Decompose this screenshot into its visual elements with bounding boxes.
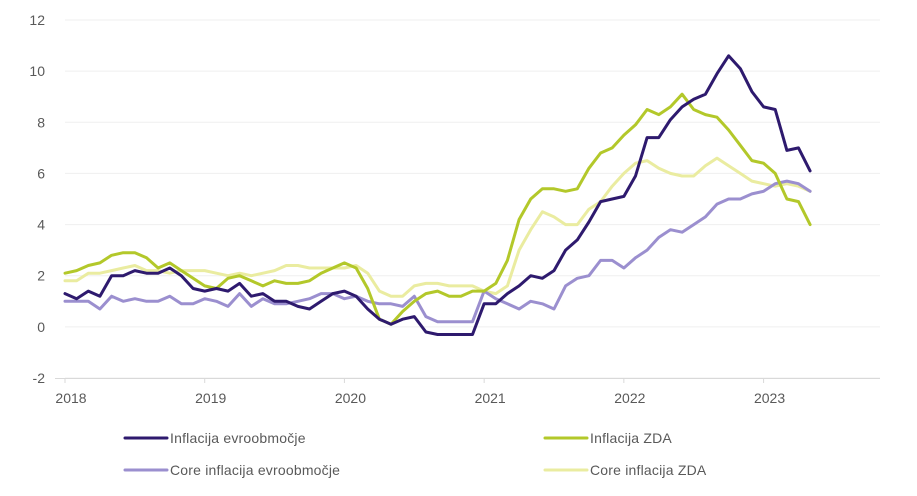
series-line-1 xyxy=(63,92,812,326)
legend: Inflacija evroobmočje Inflacija ZDA Core i… xyxy=(123,430,707,478)
y-tick-label: 2 xyxy=(37,268,45,284)
legend-label-3: Core inflacija ZDA xyxy=(590,462,707,478)
y-tick-label: 8 xyxy=(37,114,45,130)
x-tick-label: 2018 xyxy=(55,390,86,406)
x-tick-label: 2020 xyxy=(335,390,366,406)
legend-label-2: Core inflacija evroobmočje xyxy=(170,462,340,478)
legend-label-1: Inflacija ZDA xyxy=(590,430,672,446)
x-tick-label: 2019 xyxy=(195,390,226,406)
x-tick-label: 2021 xyxy=(475,390,506,406)
series-line-3 xyxy=(63,156,812,298)
legend-label-0: Inflacija evroobmočje xyxy=(170,430,306,446)
x-tick-label: 2022 xyxy=(614,390,645,406)
gridlines xyxy=(65,19,880,379)
series-line-0 xyxy=(63,54,812,336)
y-tick-label: 4 xyxy=(37,217,45,233)
y-tick-label: 12 xyxy=(29,12,45,28)
series-lines xyxy=(63,54,812,336)
series-line-2 xyxy=(63,179,812,324)
y-tick-label: 6 xyxy=(37,165,45,181)
axes: -2 0 2 4 6 8 10 12 2018 2019 2020 2021 2022 2023 xyxy=(29,12,880,406)
y-tick-label: 0 xyxy=(37,319,45,335)
y-tick-label: 10 xyxy=(29,63,45,79)
y-tick-label: -2 xyxy=(33,370,46,386)
x-tick-label: 2023 xyxy=(754,390,785,406)
